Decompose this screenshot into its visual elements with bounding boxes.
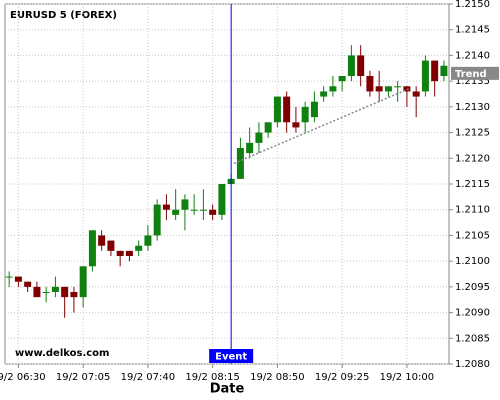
candle-body [394,86,402,88]
x-tick-label: 19/2 07:05 [56,372,110,383]
x-tick-label: 19/2 06:30 [0,372,46,383]
chart-title: EURUSD 5 (FOREX) [10,10,117,21]
candle-body [190,209,198,211]
candle-body [440,65,448,76]
candle-body [264,122,272,133]
candle-body [347,55,355,76]
candle-body [236,148,244,179]
y-tick-label: 1.2090 [455,308,490,319]
x-tick-label: 19/2 10:00 [380,372,434,383]
candle-body [431,60,439,82]
candle-body [209,209,217,215]
y-tick-label: 1.2080 [455,359,490,370]
candle-body [14,276,22,282]
y-tick-label: 1.2120 [455,153,490,164]
candle-body [246,142,254,154]
candle-body [61,286,69,298]
candle-body [153,204,161,236]
candle-body [135,245,143,251]
candle-body [357,55,365,76]
candle-body [412,91,420,97]
y-tick-label: 1.2125 [455,128,490,139]
y-tick-label: 1.2140 [455,50,490,61]
y-tick-label: 1.2115 [455,179,490,190]
candle-body [320,91,328,97]
x-tick-label: 19/2 09:25 [315,372,369,383]
event-label-box [209,349,254,363]
candle-body [273,96,281,123]
candle-body [255,132,263,143]
candle-body [181,199,189,210]
y-tick-label: 1.2085 [455,333,490,344]
trend-label: Trend [455,69,487,80]
candle-body [116,250,124,256]
y-tick-label: 1.2150 [455,0,490,10]
candle-body [42,292,50,293]
y-tick-label: 1.2110 [455,205,490,216]
candle-body [329,86,337,92]
candle-body [172,209,180,215]
y-tick-label: 1.2130 [455,102,490,113]
trend-label-box [451,66,499,80]
candle-body [125,250,133,256]
event-label: Event [215,352,247,363]
candle-body [421,60,429,92]
candle-body [283,96,291,123]
candle-body [375,86,383,92]
candle-body [24,281,32,287]
y-tick-label: 1.2100 [455,256,490,267]
candle-body [366,76,374,92]
x-tick-label: 19/2 07:40 [121,372,175,383]
candle-body [98,235,106,246]
candle-body [70,292,78,298]
candle-body [292,122,300,128]
y-tick-label: 1.2145 [455,25,490,36]
x-axis-title: Date [210,382,245,397]
candle-body [310,101,318,118]
candle-body [338,76,346,82]
candle-body [384,86,392,92]
candle-body [301,106,309,123]
candle-body [144,235,152,246]
candle-body [107,240,115,251]
candle-body [79,266,87,298]
y-tick-label: 1.2105 [455,230,490,241]
watermark: www.delkos.com [15,348,109,359]
candle-body [5,276,13,278]
y-tick-label: 1.2095 [455,282,490,293]
x-tick-label: 19/2 08:50 [250,372,304,383]
candle-body [51,286,59,292]
candle-body [199,209,207,211]
candle-body [162,204,170,210]
candle-body [33,286,41,298]
candle-body [218,184,226,215]
x-tick-label: 19/2 08:15 [185,372,239,383]
y-tick-label: 1.2135 [455,76,490,87]
candle-body [88,230,96,267]
